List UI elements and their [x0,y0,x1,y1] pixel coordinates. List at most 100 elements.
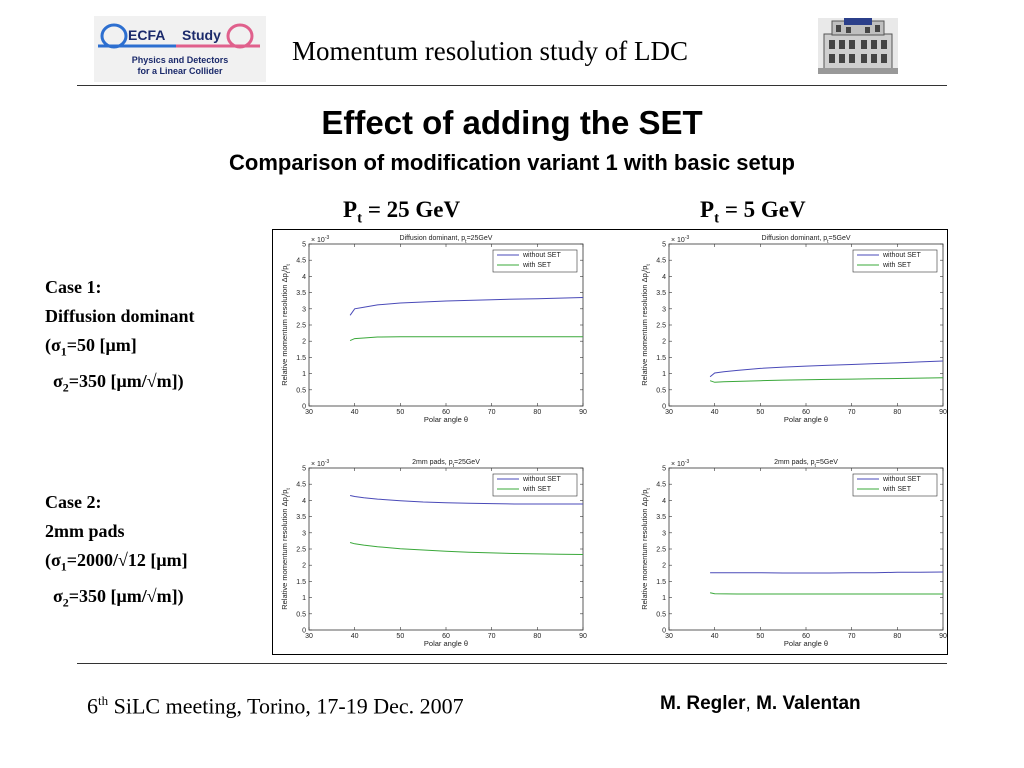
y-tick-label: 3 [302,530,306,537]
legend-label: without SET [882,252,921,259]
x-tick-label: 70 [488,633,496,640]
x-tick-label: 40 [351,633,359,640]
chart-title-rest: =25GeV [467,235,493,242]
y-label-part: t [286,264,292,266]
column-header-25gev: Pt = 25 GeV [343,197,460,228]
case-2-title: Case 2: [45,492,102,512]
y-tick-label: 3 [662,306,666,313]
y-tick-label: 1 [302,595,306,602]
logo-word-study: Study [182,27,221,43]
case-2-name: 2mm pads [45,521,125,541]
case-1-s2a: σ [53,370,63,391]
y-tick-label: 5 [662,466,666,473]
y-label-part: t [286,495,292,497]
chart-exponent: × 10-3 [311,235,329,244]
case-1-sigma2: σ2=350 [μm/√m]) [45,367,195,403]
exp-base: × 10 [311,237,325,244]
author-separator: , [745,693,757,714]
author-regler: M. Regler [660,693,746,714]
y-tick-label: 5 [302,466,306,473]
y-label-part: /p [640,266,649,272]
plot-grid: Diffusion dominant, pt=25GeV× 10-300.511… [280,235,947,648]
exp-base: × 10 [311,461,325,468]
y-tick-label: 0 [662,404,666,411]
x-tick-label: 30 [665,409,673,416]
chart-title-rest: =5GeV [816,459,838,466]
x-tick-label: 90 [939,409,947,416]
meeting-text: SiLC meeting, Torino, 17-19 Dec. 2007 [108,693,464,719]
chart-title: 2mm pads, pt=25GeV [412,459,480,469]
meeting-ordinal: th [98,693,109,708]
y-tick-label: 0.5 [656,611,666,618]
y-tick-label: 1.5 [656,355,666,362]
chart-title-main: Diffusion dominant, p [761,235,827,242]
case-1-name: Diffusion dominant [45,306,195,326]
x-tick-label: 30 [305,409,313,416]
y-tick-label: 5 [302,242,306,249]
x-tick-label: 80 [893,409,901,416]
chart-title: 2mm pads, pt=5GeV [774,459,838,469]
chart-title-main: 2mm pads, p [412,459,453,466]
case-1-sigma1: (σ1=50 [μm] [45,331,195,367]
case-2-s2sub: 2 [62,595,69,610]
y-tick-label: 2 [302,563,306,570]
exp-base: × 10 [671,237,685,244]
y-tick-label: 3 [662,530,666,537]
y-label-part: t [646,264,652,266]
x-tick-label: 90 [939,633,947,640]
exp-power: -3 [685,459,690,465]
x-axis-label: Polar angle θ [784,415,828,424]
legend-label: without SET [522,476,561,483]
x-tick-label: 40 [711,633,719,640]
case-2-s2b: =350 [μm/√m]) [68,585,184,606]
x-tick-label: 60 [442,633,450,640]
case-1-s1sub: 1 [60,344,67,359]
y-tick-label: 2.5 [656,547,666,554]
case-1-s1a: (σ [45,335,61,355]
series-line-without-set [709,360,944,378]
y-label-part: t [646,271,652,273]
column-header-5gev: Pt = 5 GeV [700,197,806,228]
series-line-without-set [710,571,944,574]
y-label-part: /p [640,490,649,496]
chart-3: 2mm pads, pt=25GeV× 10-300.511.522.533.5… [280,459,587,648]
y-tick-label: 1.5 [656,579,666,586]
footer-authors: M. Regler, M. Valentan [660,693,861,715]
chart-title-main: 2mm pads, p [774,459,815,466]
y-tick-label: 1 [302,371,306,378]
logo-line-1: Physics and Detectors [132,55,229,65]
exp-power: -3 [325,459,330,465]
x-tick-label: 70 [848,409,856,416]
chart-title-sub: t [815,463,817,469]
case-2-s1a: (σ [45,550,61,570]
x-tick-label: 30 [665,633,673,640]
y-label-part: t [646,488,652,490]
x-tick-label: 50 [396,409,404,416]
legend-label: with SET [882,486,912,493]
author-valentan: M. Valentan [756,693,861,714]
y-label-part: t [646,495,652,497]
series-line-without-set [349,297,584,316]
x-axis-label: Polar angle θ [424,639,468,648]
exp-base: × 10 [671,461,685,468]
y-tick-label: 4.5 [656,482,666,489]
y-tick-label: 4.5 [656,258,666,265]
chart-title: Diffusion dominant, pt=25GeV [400,235,493,245]
case-1-s2b: =350 [μm/√m]) [68,370,184,391]
chart-title-rest: =5GeV [829,235,851,242]
y-label-part: /p [280,490,289,496]
x-tick-label: 70 [488,409,496,416]
series-line-with-set [709,377,944,383]
y-tick-label: 0 [302,628,306,635]
y-tick-label: 4 [662,274,666,281]
legend-label: with SET [522,486,552,493]
y-tick-label: 2.5 [296,323,306,330]
y-tick-label: 0 [302,404,306,411]
x-tick-label: 80 [533,633,541,640]
building-icon [818,18,898,74]
col1-rest: = 25 GeV [362,197,461,222]
case-2-s2a: σ [53,585,63,606]
case-1-title: Case 1: [45,277,102,297]
case-2-description: Case 2: 2mm pads (σ1=2000/√12 [μm] σ2=35… [45,488,188,617]
chart-exponent: × 10-3 [671,235,689,244]
